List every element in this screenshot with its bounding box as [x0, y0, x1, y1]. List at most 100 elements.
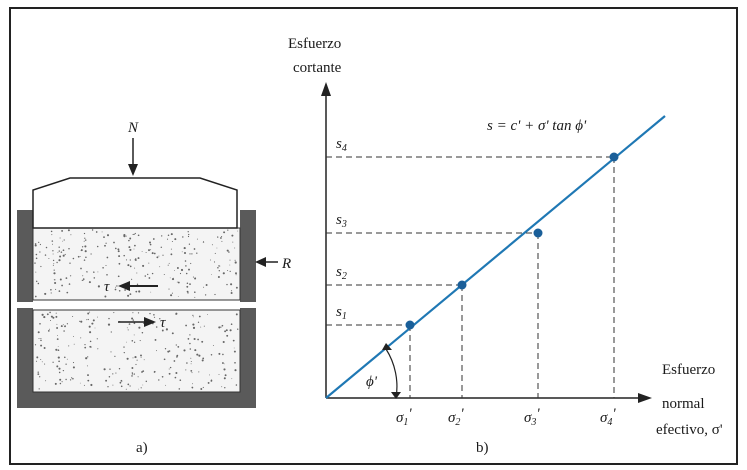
- x-axis-label-line2: normal: [662, 396, 705, 412]
- soil-grain: [175, 371, 178, 375]
- x-tick-sigma3: σ3': [524, 406, 540, 428]
- soil-grain: [177, 296, 179, 297]
- soil-grain: [213, 261, 216, 263]
- soil-grain: [126, 341, 128, 343]
- soil-grain: [185, 265, 187, 267]
- soil-grain: [137, 234, 140, 237]
- soil-grain: [179, 379, 182, 382]
- soil-grain: [142, 264, 145, 267]
- soil-grain: [137, 257, 140, 260]
- soil-grain: [34, 244, 37, 247]
- soil-grain: [133, 341, 136, 343]
- soil-grain: [73, 343, 75, 345]
- panel-b-caption: b): [476, 440, 489, 456]
- soil-grain: [132, 234, 134, 235]
- soil-grain: [164, 319, 166, 321]
- soil-grain: [73, 336, 75, 337]
- soil-grain: [189, 342, 191, 345]
- soil-grain: [50, 288, 52, 291]
- soil-grain: [161, 235, 163, 237]
- soil-grain: [131, 375, 133, 377]
- soil-grain: [36, 356, 39, 359]
- soil-grain: [127, 329, 129, 331]
- soil-grain: [127, 294, 130, 297]
- soil-grain: [97, 271, 99, 273]
- soil-grain: [118, 368, 121, 370]
- soil-grain: [234, 247, 236, 249]
- soil-grain: [83, 232, 86, 235]
- soil-grain: [84, 346, 87, 349]
- soil-grain: [212, 345, 214, 346]
- soil-grain: [35, 280, 38, 283]
- soil-grain: [237, 230, 239, 232]
- soil-grain: [106, 256, 109, 259]
- shear-arrowhead-top: [118, 281, 130, 291]
- soil-grain: [233, 347, 235, 349]
- soil-grain: [210, 274, 212, 275]
- soil-grain: [59, 382, 62, 385]
- soil-grain: [173, 270, 175, 271]
- soil-grain: [51, 234, 53, 236]
- soil-grain: [189, 283, 191, 285]
- soil-grain: [45, 246, 48, 249]
- reaction-force-label: R: [281, 256, 291, 272]
- soil-grain: [136, 272, 138, 274]
- soil-grain: [55, 288, 57, 290]
- soil-grain: [187, 231, 189, 233]
- soil-grain: [39, 251, 41, 253]
- soil-grain: [192, 314, 194, 317]
- soil-grain: [35, 257, 38, 260]
- soil-grain: [158, 255, 160, 257]
- soil-grain: [226, 334, 229, 337]
- soil-grain: [64, 356, 66, 359]
- soil-grain: [124, 289, 127, 291]
- soil-grain: [132, 357, 134, 359]
- soil-grain: [91, 322, 94, 325]
- soil-grain: [234, 361, 236, 364]
- soil-grain: [150, 291, 152, 293]
- soil-grain: [62, 369, 65, 372]
- soil-grain: [135, 259, 137, 261]
- soil-grain: [133, 334, 135, 336]
- soil-grain: [44, 254, 47, 256]
- soil-grain: [66, 358, 68, 360]
- data-point-2: [457, 280, 467, 290]
- x-axis-label-line3: efectivo, σ': [656, 422, 723, 438]
- soil-grain: [56, 327, 59, 329]
- soil-grain: [55, 348, 58, 351]
- soil-grain: [79, 256, 81, 257]
- soil-grain: [71, 377, 73, 379]
- soil-grain: [168, 288, 170, 290]
- soil-grain: [209, 374, 210, 376]
- soil-grain: [167, 234, 170, 236]
- soil-grain: [53, 263, 55, 265]
- soil-grain: [193, 337, 196, 341]
- x-axis-label-line1: Esfuerzo: [662, 362, 715, 378]
- soil-grain: [225, 329, 228, 332]
- soil-grain: [64, 253, 66, 256]
- soil-grain: [230, 292, 233, 294]
- soil-grain: [209, 259, 211, 261]
- lower-wall-left: [17, 308, 33, 408]
- soil-grain: [221, 240, 223, 242]
- soil-grain: [142, 384, 144, 386]
- soil-grain: [188, 268, 190, 271]
- soil-grain: [37, 373, 40, 376]
- soil-grain: [167, 350, 170, 353]
- soil-grain: [65, 378, 67, 381]
- soil-grain: [127, 383, 130, 386]
- soil-grain: [85, 256, 87, 259]
- soil-grain: [51, 240, 54, 242]
- soil-grain: [155, 326, 158, 328]
- soil-grain: [165, 328, 168, 331]
- soil-grain: [107, 323, 111, 326]
- soil-grain: [229, 270, 231, 273]
- soil-grain: [94, 327, 96, 329]
- soil-grain: [167, 264, 169, 266]
- soil-grain: [202, 386, 204, 389]
- soil-grain: [129, 248, 132, 251]
- soil-grain: [190, 370, 193, 372]
- soil-grain: [229, 329, 232, 332]
- soil-grain: [84, 250, 87, 253]
